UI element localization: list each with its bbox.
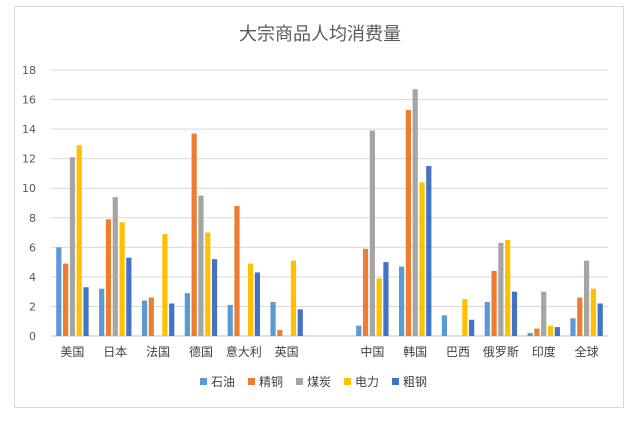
bar-精铜: [362, 248, 369, 336]
bar-电力: [547, 325, 554, 336]
bar-石油: [99, 288, 105, 336]
bar-粗钢: [211, 259, 218, 336]
bar-电力: [505, 239, 511, 336]
x-category-label: 印度: [532, 344, 556, 359]
legend-swatch: [392, 378, 399, 385]
x-category-label: 全球: [575, 344, 599, 359]
bar-煤炭: [498, 242, 504, 336]
x-category-label: 意大利: [226, 344, 262, 359]
legend-swatch: [200, 378, 207, 385]
legend-swatch: [344, 378, 351, 385]
x-category-label: 法国: [146, 345, 170, 359]
bar-粗钢: [297, 309, 303, 336]
y-tick-label: 18: [22, 64, 36, 77]
bar-煤炭: [69, 157, 76, 336]
y-tick-label: 14: [22, 123, 36, 136]
bar-精铜: [191, 133, 197, 336]
bar-粗钢: [383, 262, 389, 336]
x-category-label: 中国: [360, 344, 384, 359]
bar-电力: [205, 232, 211, 336]
bar-煤炭: [369, 130, 375, 336]
bar-石油: [270, 302, 276, 336]
bar-电力: [590, 288, 596, 336]
legend-swatch: [296, 378, 303, 385]
x-category-label: 巴西: [446, 345, 470, 359]
bar-石油: [141, 300, 148, 336]
bar-石油: [184, 293, 190, 336]
bar-石油: [398, 266, 405, 336]
y-tick-label: 4: [29, 271, 36, 284]
bar-石油: [227, 304, 233, 336]
bar-粗钢: [169, 303, 175, 336]
bar-粗钢: [254, 272, 261, 336]
y-tick-label: 10: [22, 182, 36, 195]
bar-电力: [419, 182, 425, 336]
bar-精铜: [63, 263, 69, 336]
y-tick-label: 12: [22, 153, 36, 166]
legend-swatch: [248, 378, 255, 385]
bar-石油: [356, 325, 362, 336]
bar-粗钢: [83, 287, 89, 336]
x-category-label: 俄罗斯: [483, 345, 519, 359]
bar-精铜: [277, 330, 283, 336]
bar-石油: [56, 247, 62, 336]
bar-精铜: [405, 109, 411, 337]
y-tick-label: 6: [29, 241, 36, 254]
bar-电力: [119, 222, 125, 336]
bar-煤炭: [112, 197, 118, 336]
legend-label: 石油: [211, 375, 235, 389]
legend-label: 煤炭: [307, 375, 331, 389]
bar-石油: [527, 333, 533, 336]
bar-煤炭: [583, 260, 590, 336]
legend-label: 电力: [355, 375, 379, 389]
bar-精铜: [491, 270, 497, 336]
bar-电力: [248, 263, 254, 336]
bar-电力: [376, 278, 382, 336]
bar-煤炭: [412, 89, 418, 336]
bar-粗钢: [426, 166, 432, 336]
y-tick-label: 0: [29, 330, 36, 343]
x-category-label: 英国: [275, 345, 299, 359]
bar-煤炭: [198, 195, 204, 336]
y-tick-label: 8: [29, 212, 36, 225]
bar-煤炭: [541, 291, 547, 336]
bar-精铜: [105, 219, 112, 336]
x-category-label: 美国: [60, 345, 84, 359]
x-category-label: 日本: [103, 345, 127, 359]
y-tick-label: 2: [29, 300, 36, 313]
bar-粗钢: [126, 257, 132, 336]
legend-label: 精铜: [259, 374, 283, 389]
bar-电力: [462, 299, 468, 336]
bar-石油: [441, 315, 448, 336]
bar-石油: [570, 318, 576, 336]
bar-精铜: [577, 297, 583, 336]
bar-粗钢: [469, 319, 475, 336]
bar-电力: [290, 260, 297, 336]
chart-title: 大宗商品人均消费量: [239, 24, 401, 45]
bar-精铜: [534, 328, 540, 336]
x-category-label: 德国: [189, 344, 213, 359]
bar-粗钢: [597, 303, 603, 336]
legend-label: 粗钢: [403, 375, 427, 389]
bar-电力: [76, 145, 82, 336]
y-tick-label: 16: [22, 94, 36, 107]
bar-粗钢: [554, 327, 560, 336]
bar-精铜: [234, 205, 240, 336]
bar-精铜: [148, 297, 154, 336]
bar-电力: [162, 234, 168, 336]
bar-粗钢: [511, 291, 518, 336]
bar-石油: [484, 302, 490, 336]
x-category-label: 韩国: [403, 344, 427, 359]
